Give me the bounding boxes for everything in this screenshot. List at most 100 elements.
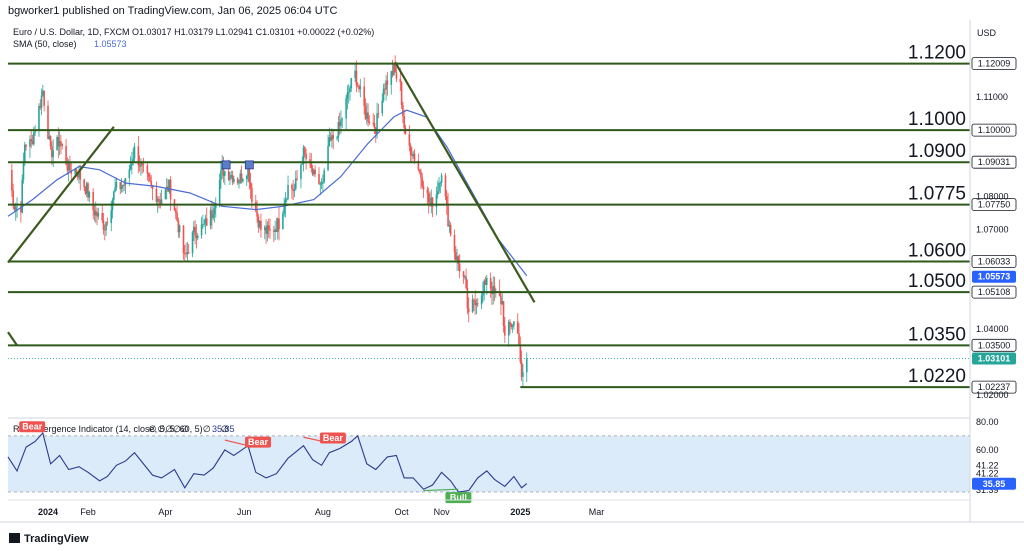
rsi-tick-label: 41.22 <box>976 460 999 470</box>
candle-body <box>150 181 153 186</box>
candle-body <box>328 137 331 146</box>
divergence-badge-text-3: Bear <box>323 433 344 443</box>
candle-body <box>195 235 198 239</box>
candle-body <box>85 183 88 194</box>
candle-body <box>119 182 122 190</box>
rsi-pivot-mark: ∅ <box>221 424 229 434</box>
axes[interactable]: 1.12009 1.10000 1.09031 1.07750 1.06033 1.051… <box>0 20 1024 523</box>
price-tick-label: 1.11000 <box>976 92 1008 102</box>
candle-body <box>411 155 413 157</box>
time-tick-label-2024: 2024 <box>38 507 58 517</box>
candle-body <box>92 191 94 211</box>
candle-body <box>430 197 433 206</box>
candle-body <box>422 186 425 190</box>
candle-body <box>480 295 483 305</box>
candle-body <box>123 184 125 186</box>
candle-body <box>21 179 23 213</box>
candle-body <box>367 112 369 122</box>
candle-body <box>248 164 251 183</box>
candle-body <box>511 325 514 327</box>
price-tick-label: 1.02000 <box>976 390 1009 400</box>
candle-body <box>276 218 279 232</box>
candle-body <box>345 98 347 119</box>
candle-body <box>79 170 82 180</box>
candle-body <box>368 121 371 123</box>
candle-body <box>231 174 234 183</box>
candle-body <box>245 175 248 180</box>
candle-body <box>381 100 384 114</box>
candle-body <box>475 303 478 306</box>
candle-body <box>314 169 316 175</box>
candle-body <box>183 253 186 255</box>
candle-body <box>365 112 368 119</box>
candle-body <box>16 206 18 208</box>
candle-body <box>322 182 324 183</box>
candle-body <box>336 137 338 139</box>
candle-body <box>29 139 31 147</box>
candle-body <box>341 118 344 120</box>
candle-body <box>38 106 40 131</box>
candle-body <box>285 198 288 200</box>
candle-body <box>485 277 488 285</box>
candle-body <box>445 196 448 205</box>
candle-body <box>213 208 216 215</box>
candle-body <box>236 178 239 183</box>
candle-body <box>304 147 306 154</box>
candle-body <box>440 175 443 183</box>
candle-body <box>417 160 420 170</box>
candle-body <box>332 135 335 139</box>
rsi-title: RSI Divergence Indicator (14, close, 5, … <box>13 424 203 434</box>
rsi-pivot-mark: ∅ <box>173 424 181 434</box>
candle-body <box>482 291 484 296</box>
divergence-badge-1 <box>19 421 46 433</box>
candle-body <box>12 190 14 205</box>
candle-body <box>355 70 358 86</box>
candle-body <box>319 184 322 186</box>
time-tick-label-Mar: Mar <box>589 507 605 517</box>
price-pane: Euro / U.S. Dollar, 1D, FXCM O1.03017 H1… <box>7 27 970 419</box>
candle-body <box>476 303 479 305</box>
candle-body <box>483 280 485 292</box>
candle-body <box>247 164 249 176</box>
sma-legend-label: SMA (50, close) <box>13 39 77 49</box>
candle-body <box>14 207 17 211</box>
candle-body <box>211 210 213 218</box>
candle-body <box>518 333 520 345</box>
tradingview-logo-icon <box>9 533 20 543</box>
sma-price-tag-text: 1.05573 <box>978 272 1011 282</box>
candle-body <box>257 216 260 228</box>
candle-body <box>233 178 235 183</box>
candle-body <box>176 212 178 221</box>
candle-body <box>436 191 439 195</box>
level-price-tag-1.0220 <box>971 380 1017 394</box>
divergence-badge-3 <box>319 432 346 444</box>
candle-body <box>230 174 233 178</box>
candle-body <box>74 169 76 174</box>
candle-body <box>501 301 504 305</box>
candle-body <box>513 321 515 326</box>
candle-body <box>205 218 208 226</box>
candle-body <box>448 225 451 227</box>
candle-body <box>385 80 387 90</box>
candle-body <box>203 223 205 225</box>
tradingview-logo[interactable]: TradingView <box>9 533 89 545</box>
candle-body <box>193 226 195 233</box>
candle-body <box>103 229 106 231</box>
candle-body <box>138 165 141 167</box>
candle-body <box>323 170 325 183</box>
candle-body <box>194 226 196 236</box>
candle-body <box>249 182 252 188</box>
candle-body <box>65 145 67 165</box>
candle-body <box>30 139 33 142</box>
candle-body <box>34 130 36 133</box>
candle-body <box>338 121 341 126</box>
candle-body <box>227 171 230 180</box>
level-price-tag-1.0900 <box>971 155 1017 169</box>
candle-body <box>159 200 162 204</box>
marker-box-1 <box>221 160 231 170</box>
candle-body <box>57 137 60 147</box>
candle-body <box>40 95 43 108</box>
candle-body <box>453 234 456 253</box>
candle-body <box>131 162 133 166</box>
last-price-tag <box>972 352 1016 365</box>
